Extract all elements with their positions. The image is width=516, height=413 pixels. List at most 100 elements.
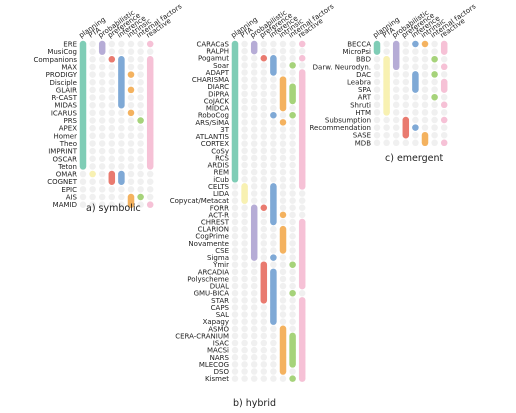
cell-mark-intrinsic [127, 109, 135, 117]
cell-empty [421, 124, 429, 131]
cell-empty [241, 133, 248, 140]
cell-empty [260, 232, 268, 240]
cell-mark-inference [270, 183, 277, 226]
cell-empty [260, 218, 268, 226]
cell-mark-reactive [298, 218, 306, 290]
cell-mark-intrinsic [127, 86, 135, 94]
cell-empty [146, 48, 154, 55]
cell-mark-internal-factors [137, 117, 144, 124]
cell-empty [98, 140, 106, 147]
cell-empty [137, 56, 144, 63]
cell-empty [98, 147, 106, 155]
cell-empty [431, 40, 438, 48]
panel-caption-emergent: c) emergent [385, 153, 444, 164]
cell-mark-preference [108, 170, 116, 185]
cell-empty [89, 101, 96, 109]
panel-caption-hybrid: b) hybrid [233, 398, 277, 409]
row-label: CoJACK [204, 97, 230, 105]
cell-empty [137, 63, 144, 71]
cell-empty [392, 109, 400, 116]
cell-empty [89, 147, 96, 155]
cell-empty [241, 297, 248, 304]
row-label: OMAR [56, 171, 77, 179]
cell-mark-inference [270, 268, 277, 325]
cell-empty [402, 71, 410, 78]
cell-empty [289, 183, 296, 190]
row-label: Leabra [347, 79, 371, 87]
row-label: Kismet [205, 375, 229, 383]
cell-empty [241, 126, 248, 133]
cell-empty [89, 40, 96, 48]
row-label: DIARC [207, 83, 229, 91]
cell-mark-internal-factors [289, 332, 296, 368]
cell-empty [250, 97, 258, 105]
cell-empty [250, 275, 258, 283]
cell-empty [108, 94, 116, 101]
cell-empty [89, 140, 96, 147]
cell-empty [250, 190, 258, 197]
cell-empty [279, 161, 287, 169]
cell-empty [79, 178, 87, 185]
cell-empty [89, 132, 96, 140]
row-label: ADAPT [206, 69, 230, 77]
row-label: Sigma [207, 254, 229, 262]
cell-empty [412, 131, 419, 139]
cell-empty [260, 83, 268, 90]
row-label: 3T [220, 126, 229, 134]
cell-empty [279, 311, 287, 318]
cell-empty [289, 311, 296, 318]
cell-empty [289, 154, 296, 162]
cell-empty [260, 225, 268, 233]
cell-empty [270, 161, 277, 169]
cell-empty [289, 104, 296, 112]
cell-empty [137, 124, 144, 132]
cell-empty [231, 275, 239, 283]
cell-mark-intrinsic [279, 76, 287, 112]
cell-empty [279, 297, 287, 304]
row-label: MicroPsi [342, 48, 371, 56]
cell-empty [298, 197, 306, 204]
cell-empty [402, 139, 410, 147]
cell-empty [241, 204, 248, 212]
cell-empty [118, 124, 125, 132]
cell-empty [137, 178, 144, 185]
cell-empty [231, 375, 239, 382]
cell-empty [431, 63, 438, 71]
cell-empty [279, 304, 287, 311]
cell-mark-reactive [298, 54, 306, 62]
cell-mark-planning [79, 40, 87, 170]
cell-empty [79, 170, 87, 178]
cell-empty [260, 47, 268, 55]
cell-empty [137, 147, 144, 155]
cell-empty [270, 168, 277, 176]
cell-mark-reactive [440, 101, 448, 109]
cell-empty [279, 147, 287, 155]
cell-empty [279, 197, 287, 204]
cell-empty [260, 361, 268, 368]
cell-empty [392, 116, 400, 124]
row-label: MIDCA [206, 105, 229, 113]
cell-empty [79, 201, 87, 208]
cell-mark-intrinsic [127, 193, 135, 208]
cell-empty [146, 170, 154, 178]
cell-empty [127, 147, 135, 155]
cell-empty [241, 69, 248, 76]
row-label: MACSi [207, 347, 229, 355]
row-label: DAC [356, 71, 371, 79]
row-label: AIS [66, 194, 78, 202]
cell-empty [289, 318, 296, 325]
cell-empty [250, 361, 258, 368]
cell-empty [137, 201, 144, 208]
cell-empty [89, 178, 96, 185]
cell-mark-internal-factors [137, 193, 144, 201]
cell-empty [270, 368, 277, 375]
cell-empty [279, 168, 287, 176]
cell-empty [108, 101, 116, 109]
row-label: EPIC [61, 186, 77, 194]
cell-empty [383, 40, 390, 48]
cell-empty [289, 268, 296, 276]
cell-empty [108, 71, 116, 78]
cell-empty [241, 62, 248, 69]
row-label: ERE [63, 41, 77, 49]
cell-empty [241, 240, 248, 247]
